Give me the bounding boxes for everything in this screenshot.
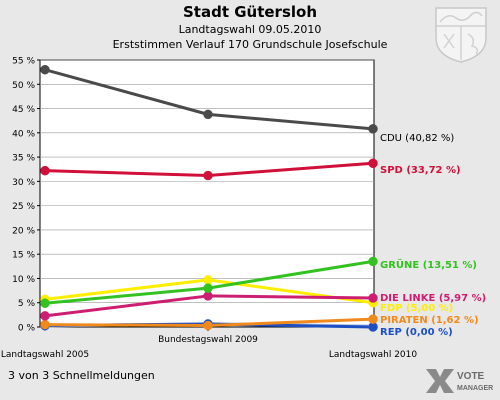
data-point (368, 158, 378, 169)
data-point (40, 298, 50, 308)
y-tick-label: 25 % (12, 202, 35, 212)
y-tick-label: 0 % (18, 324, 36, 334)
y-tick-label: 35 % (12, 154, 35, 164)
x-tick-label: Landtagswahl 2005 (1, 350, 89, 360)
y-tick-label: 55 % (12, 57, 35, 67)
series-end-label: REP (0,00 %) (380, 327, 453, 338)
logo-text-manager: MANAGER (457, 385, 493, 392)
data-point (203, 170, 213, 181)
chart-subtitle: Landtagswahl 09.05.2010 (178, 23, 322, 36)
data-point (203, 283, 213, 293)
y-tick-label: 45 % (12, 105, 35, 115)
footer-note: 3 von 3 Schnellmeldungen (8, 369, 155, 382)
y-tick-label: 30 % (12, 178, 35, 188)
y-tick-label: 10 % (12, 275, 35, 285)
series-end-label: GRÜNE (13,51 %) (380, 257, 477, 271)
chart-title: Stadt Gütersloh (182, 3, 317, 21)
data-point (40, 64, 50, 75)
series-end-label: SPD (33,72 %) (380, 165, 461, 176)
y-tick-label: 15 % (12, 251, 35, 261)
series-end-label: PIRATEN (1,62 %) (380, 315, 479, 326)
data-point (40, 311, 50, 321)
data-point (40, 165, 50, 176)
series-end-label: DIE LINKE (5,97 %) (380, 293, 486, 304)
data-point (368, 256, 378, 267)
data-point (368, 124, 378, 134)
y-tick-label: 40 % (12, 129, 35, 139)
data-point (203, 320, 213, 331)
data-point (40, 319, 50, 330)
series-end-label: FDP (5,00 %) (380, 303, 453, 314)
y-tick-label: 20 % (12, 226, 35, 236)
vote-manager-logo: VOTE MANAGER (426, 369, 493, 393)
y-tick-label: 5 % (18, 299, 36, 309)
coat-of-arms-icon (435, 7, 487, 63)
x-tick-label: Landtagswahl 2010 (329, 350, 418, 360)
series-end-label: CDU (40,82 %) (380, 133, 454, 144)
data-point (203, 275, 213, 285)
data-point (203, 109, 213, 120)
logo-text-vote: VOTE (457, 371, 485, 382)
data-point (368, 293, 378, 303)
data-point (368, 314, 378, 324)
x-tick-label: Bundestagswahl 2009 (158, 335, 258, 345)
y-tick-label: 50 % (12, 81, 35, 91)
chart-subtitle-2: Erststimmen Verlauf 170 Grundschule Jose… (112, 38, 388, 51)
